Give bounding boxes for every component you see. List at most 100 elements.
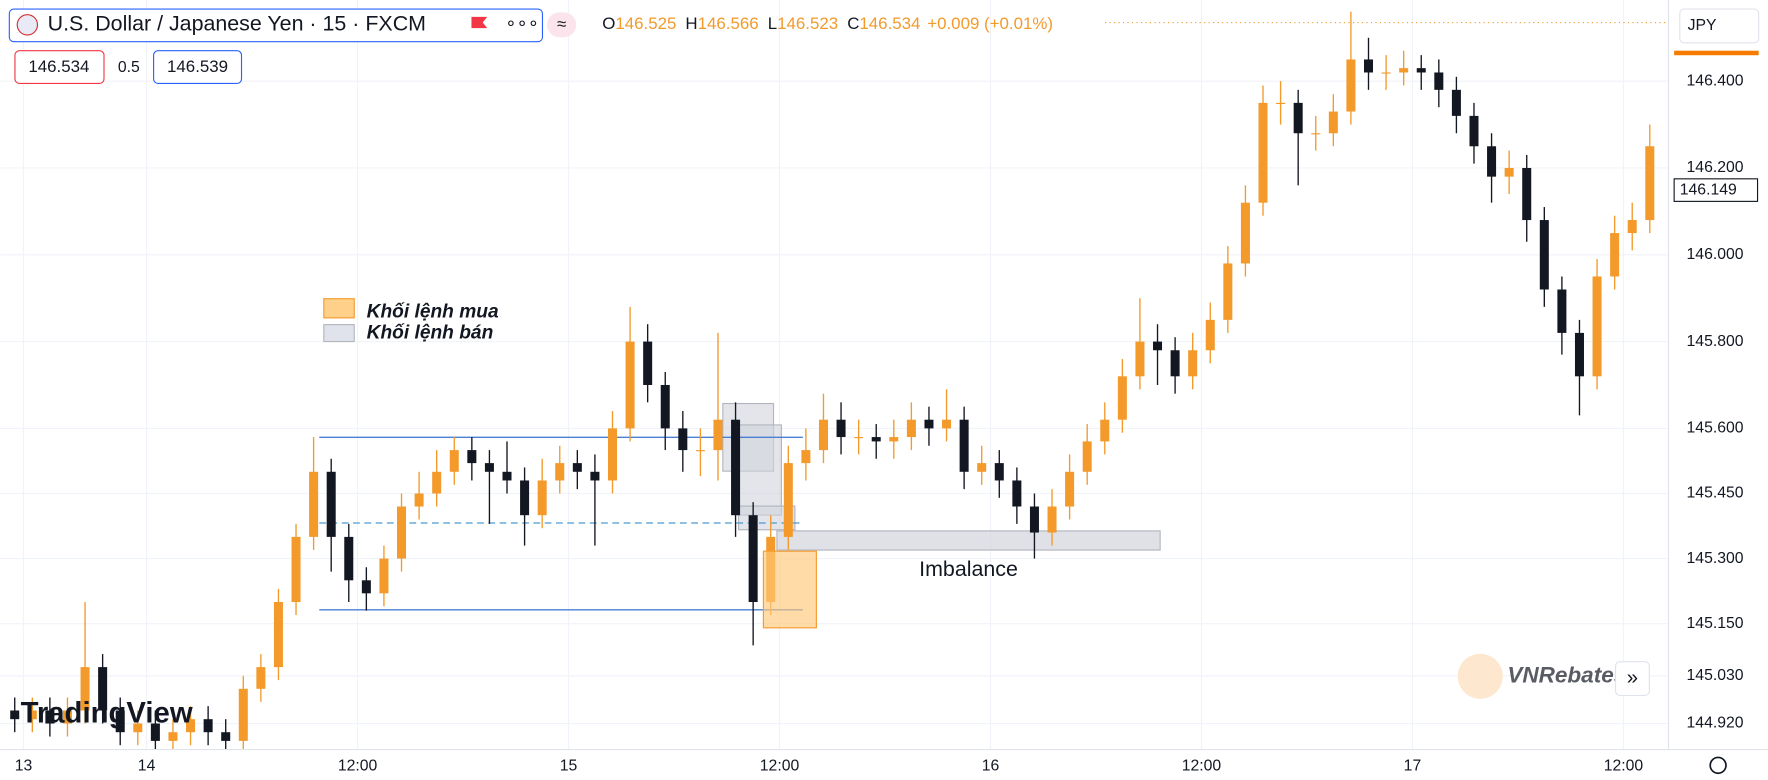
- candle-body: [1170, 350, 1180, 377]
- legend-swatch: [323, 298, 355, 319]
- candle-body: [27, 710, 37, 720]
- x-tick-label: 12:00: [338, 758, 378, 775]
- candle-body: [836, 419, 846, 438]
- x-tick-label: 17: [1404, 758, 1422, 775]
- candle-body: [150, 723, 160, 741]
- candle-body: [572, 463, 582, 472]
- candle-body: [783, 463, 793, 537]
- candle-body: [80, 667, 90, 711]
- flag: [471, 16, 488, 29]
- candle-body: [1610, 233, 1620, 277]
- candle-body: [818, 419, 828, 451]
- candle-body: [731, 419, 741, 516]
- candle-body: [1522, 167, 1532, 221]
- price-axis: [1668, 0, 1768, 780]
- y-tick-label: 145.450: [1687, 485, 1744, 502]
- candle-body: [186, 719, 196, 733]
- axes: 144.920 145.030 145.150 145.300 145.450 145.6…: [15, 72, 1759, 775]
- watermark-logo: [1457, 653, 1503, 699]
- candle-body: [1627, 220, 1637, 234]
- candle-body: [889, 437, 899, 442]
- candle-body: [1574, 332, 1584, 377]
- candle-body: [309, 471, 319, 537]
- candle-body: [1328, 111, 1338, 134]
- ohlc-value: 146.534: [859, 14, 920, 33]
- candle-body: [98, 667, 108, 711]
- candle-body: [1153, 341, 1163, 351]
- candle-body: [133, 723, 143, 733]
- candle-body: [1100, 419, 1110, 442]
- candle-body: [906, 419, 916, 438]
- price-marker: [1674, 50, 1759, 56]
- candle-body: [291, 536, 301, 602]
- buy-button[interactable]: [153, 50, 243, 84]
- grid: [0, 0, 1668, 750]
- candle-body: [10, 710, 20, 720]
- candle-body: [1451, 89, 1461, 116]
- more[interactable]: ∘∘∘: [505, 12, 539, 32]
- candle-body: [924, 419, 934, 429]
- y-tick-label: 145.300: [1687, 550, 1744, 567]
- candle-body: [748, 515, 758, 602]
- candle-body: [1592, 276, 1602, 377]
- annotation: Imbalance: [919, 557, 1018, 581]
- legend-label: Khối lệnh bán: [367, 323, 494, 344]
- settings-icon[interactable]: [1709, 756, 1727, 775]
- candle-body: [625, 341, 635, 429]
- candle-body: [361, 580, 371, 594]
- candle-body: [344, 536, 354, 581]
- y-tick-label: 145.030: [1687, 667, 1744, 684]
- legend-swatch: [323, 324, 355, 343]
- candle-body: [397, 506, 407, 559]
- change: +0.009 (+0.01%): [927, 14, 1053, 33]
- buy-block: [762, 550, 817, 629]
- candle-body: [1117, 376, 1127, 420]
- ohlc-value: 146.566: [698, 14, 759, 33]
- candle-body: [1381, 72, 1391, 74]
- candle-body: [1469, 115, 1479, 147]
- candle-body: [1363, 59, 1374, 73]
- symbol-box[interactable]: [8, 8, 544, 43]
- sell-button[interactable]: [14, 50, 105, 84]
- x-tick-label: 15: [560, 758, 578, 775]
- candle-body: [1223, 263, 1233, 320]
- badge-icon: ≈: [557, 14, 566, 33]
- watermark: VNRebates: [1507, 662, 1626, 687]
- candle-body: [1504, 167, 1514, 177]
- candle-body: [1539, 220, 1549, 290]
- candle-body: [115, 710, 125, 733]
- imbalance-zone: [776, 530, 1161, 551]
- candle-body: [1012, 480, 1022, 507]
- candle-body: [695, 450, 705, 452]
- candle-body: [467, 450, 477, 464]
- candle-body: [942, 419, 952, 429]
- scroll-button[interactable]: [1614, 661, 1650, 697]
- symbol: U.S. Dollar / Japanese Yen · 15 · FXCM: [48, 11, 426, 35]
- time-axis: [0, 749, 1768, 780]
- candle-body: [1188, 350, 1198, 377]
- x-tick-label: 14: [138, 758, 156, 775]
- y-tick-label: 144.920: [1687, 715, 1744, 732]
- last-price-box: [1673, 178, 1759, 202]
- ohlc-value: 146.525: [615, 14, 676, 33]
- candle-body: [1557, 289, 1567, 333]
- candle-body: [45, 710, 55, 724]
- y-tick-label: 146.400: [1687, 72, 1744, 89]
- candle-body: [977, 463, 987, 472]
- candle-body: [1293, 102, 1303, 134]
- candle-body: [1487, 146, 1497, 177]
- candle-body: [221, 732, 231, 741]
- candle-body: [520, 480, 530, 516]
- candle-body: [168, 732, 178, 741]
- candle-body: [62, 710, 72, 724]
- y-tick-label: 146.000: [1687, 246, 1744, 263]
- bid: 146.534: [28, 57, 89, 76]
- candle-body: [959, 419, 969, 472]
- ohlc: O146.525 H146.566 L146.523 C146.534 +0.009 (…: [602, 14, 1053, 33]
- currency-button[interactable]: [1679, 8, 1760, 44]
- candle-body: [1135, 341, 1145, 377]
- last-price-label: 146.149: [1680, 181, 1737, 198]
- candles: [10, 11, 1655, 754]
- candle-body: [1205, 319, 1215, 351]
